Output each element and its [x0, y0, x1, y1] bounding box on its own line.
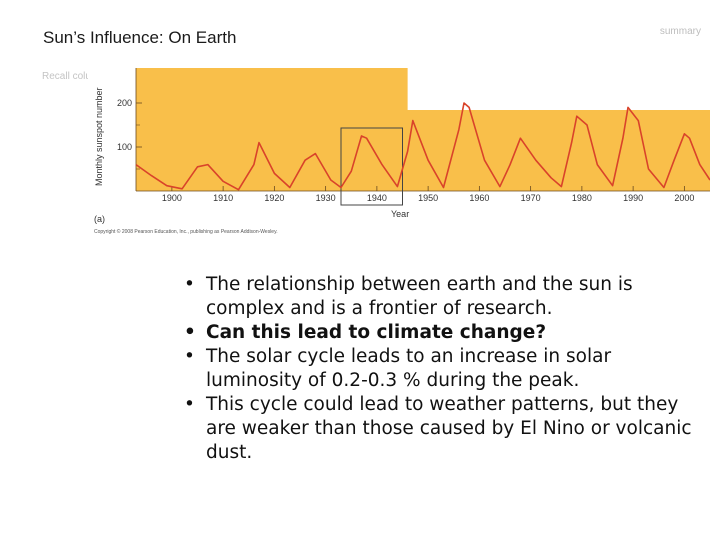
x-tick-label: 1920 [264, 193, 284, 203]
summary-label: summary [659, 26, 701, 37]
x-tick-label: 1980 [572, 193, 592, 203]
bullet-item: The solar cycle leads to an increase in … [180, 345, 704, 393]
bullet-item: The relationship between earth and the s… [180, 273, 704, 321]
recall-text: Recall colu [42, 71, 91, 82]
copyright-line: Copyright © 2008 Pearson Education, Inc.… [94, 228, 278, 235]
x-tick-label: 1990 [623, 193, 643, 203]
y-tick-label: 200 [117, 98, 132, 108]
y-axis-label: Monthly sunspot number [94, 87, 104, 186]
chart-background [136, 68, 710, 191]
panel-label: (a) [94, 214, 105, 224]
x-tick-label: 1970 [521, 193, 541, 203]
bullet-item-question: Can this lead to climate change? [180, 321, 704, 345]
y-tick-label: 100 [117, 142, 132, 152]
slide-title: Sun’s Influence: On Earth [43, 28, 237, 47]
x-tick-label: 1960 [469, 193, 489, 203]
sunspot-series-line [135, 102, 710, 191]
bullet-item: This cycle could lead to weather pattern… [180, 393, 704, 465]
chart-left-margin [88, 66, 136, 206]
x-tick-label: 1910 [213, 193, 233, 203]
y-ticks: 100 200 [117, 98, 142, 170]
x-tick-label: 1930 [316, 193, 336, 203]
x-tick-label: 1940 [367, 193, 387, 203]
x-tick-label: 2000 [674, 193, 694, 203]
sunspot-figure: Monthly sunspot number 100 200 1900 1910 19… [88, 66, 710, 238]
x-tick-label: 1900 [162, 193, 182, 203]
x-axis-label: Year [391, 209, 409, 219]
x-ticks: 1900 1910 1920 1930 1940 1950 1960 1970 1980 1990… [162, 186, 694, 203]
x-tick-label: 1950 [418, 193, 438, 203]
bullet-list: The relationship between earth and the s… [180, 273, 704, 465]
